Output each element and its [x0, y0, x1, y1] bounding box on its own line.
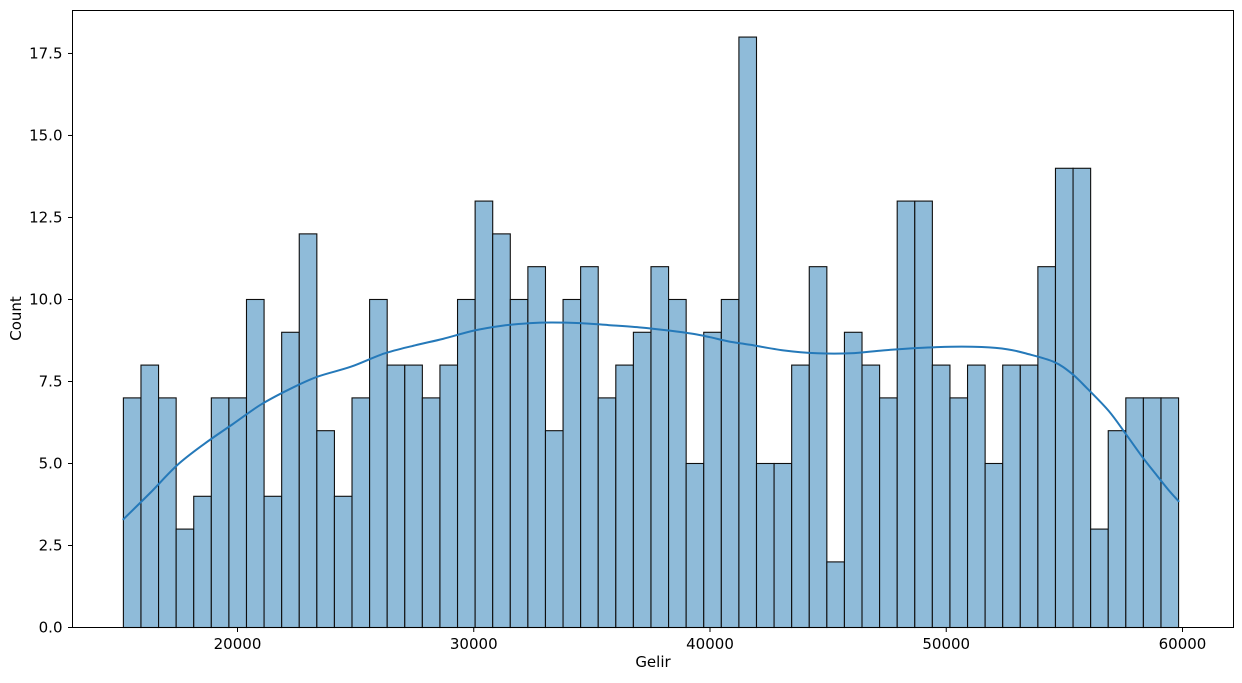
kde-curve: [122, 321, 1180, 521]
histogram-bar: [509, 298, 529, 629]
histogram-bar: [843, 331, 863, 629]
plot-border: [72, 10, 1234, 628]
y-tick-label: 15.0: [29, 127, 62, 145]
histogram-bar: [527, 266, 547, 629]
histogram-bar: [333, 495, 353, 629]
y-axis-label: Count: [7, 296, 25, 341]
histogram-bar: [456, 298, 476, 629]
x-axis-label: Gelir: [635, 653, 671, 671]
histogram-bar: [175, 528, 195, 629]
x-tick-label: 20000: [214, 635, 262, 653]
axes-layer: 20000 30000 40000 50000 60000 0.0 2.5 5.0 7.5 10.…: [29, 10, 1234, 653]
histogram-bar: [1090, 528, 1109, 629]
histogram-bar: [580, 266, 599, 629]
histogram-bar: [474, 200, 494, 629]
y-tick-label: 12.5: [29, 209, 62, 227]
histogram-bar: [316, 430, 335, 629]
x-tick-label: 60000: [1159, 635, 1207, 653]
histogram-bar: [1142, 397, 1162, 629]
x-tick-label: 40000: [686, 635, 734, 653]
histogram-bar: [439, 364, 459, 629]
histogram-bar: [755, 462, 775, 629]
histogram-bar: [615, 364, 634, 629]
histogram-bar: [931, 364, 951, 629]
histogram-bar: [369, 298, 388, 629]
histogram-bar: [773, 462, 793, 629]
histogram-bar: [1125, 397, 1144, 629]
histogram-bar: [879, 397, 898, 629]
y-tick-label: 0.0: [39, 619, 63, 637]
y-tick-label: 10.0: [29, 291, 62, 309]
histogram-bar: [245, 298, 265, 629]
histogram-bar: [298, 233, 318, 629]
histogram-bar: [738, 36, 758, 629]
histogram-bar: [351, 397, 371, 629]
histogram-bar: [140, 364, 160, 629]
histogram-bar: [703, 331, 722, 629]
histogram-bar: [1019, 364, 1039, 629]
histogram-bar: [949, 397, 969, 629]
histogram-bar: [826, 561, 845, 629]
histogram-bars-layer: [122, 36, 1180, 629]
histogram-bar: [720, 298, 740, 629]
y-tick-label: 17.5: [29, 45, 62, 63]
histogram-bar: [1072, 167, 1092, 629]
histogram-bar: [597, 397, 617, 629]
histogram-bar: [193, 495, 212, 629]
histogram-bar: [668, 298, 687, 629]
histogram-bar: [1107, 430, 1127, 629]
x-tick-label: 30000: [450, 635, 498, 653]
histogram-bar: [808, 266, 828, 629]
histogram-bar: [966, 364, 986, 629]
y-tick-label: 7.5: [39, 373, 63, 391]
histogram-bar: [492, 233, 511, 629]
histogram-bar: [685, 462, 705, 629]
histogram-bar: [650, 266, 670, 629]
histogram-bar: [562, 298, 582, 629]
histogram-bar: [896, 200, 916, 629]
histogram-bar: [421, 397, 441, 629]
x-tick-label: 50000: [922, 635, 970, 653]
histogram-bar: [281, 331, 300, 629]
histogram-bar: [914, 200, 933, 629]
histogram-bar: [632, 331, 652, 629]
histogram-bar: [158, 397, 177, 629]
histogram-bar: [1160, 397, 1180, 629]
histogram-bar: [1002, 364, 1021, 629]
histogram-bar: [861, 364, 881, 629]
y-tick-label: 2.5: [39, 537, 63, 555]
histogram-bar: [791, 364, 810, 629]
histogram-bar: [984, 462, 1004, 629]
histogram-bar: [1054, 167, 1074, 629]
kde-layer: [122, 321, 1180, 521]
y-tick-label: 5.0: [39, 455, 63, 473]
histogram-bar: [228, 397, 248, 629]
histogram-bar: [544, 430, 564, 629]
histogram-bar: [122, 397, 142, 629]
histogram-bar: [386, 364, 406, 629]
histogram-bar: [1037, 266, 1057, 629]
histogram-bar: [404, 364, 423, 629]
histogram-bar: [263, 495, 283, 629]
